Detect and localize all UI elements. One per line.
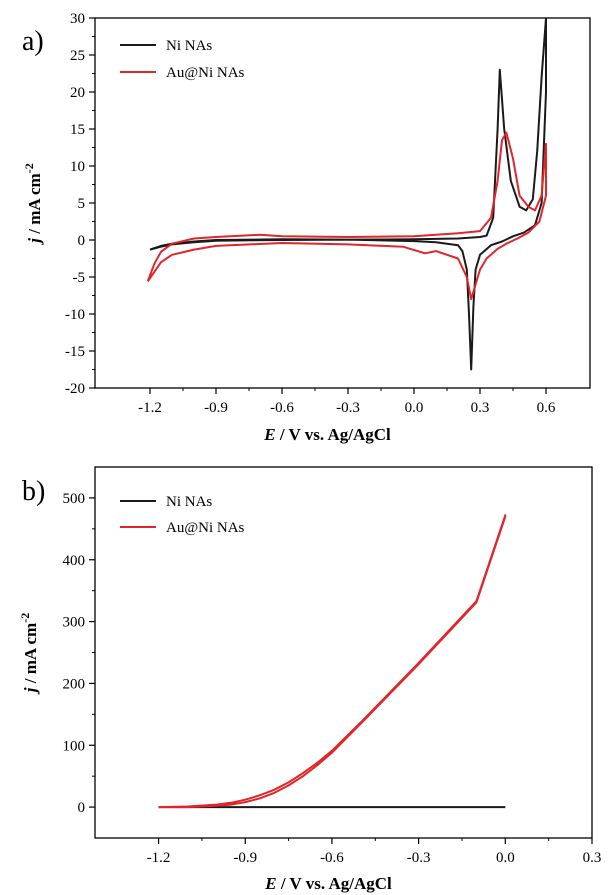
x-tick-label: 0.0 xyxy=(405,400,424,416)
y-tick-label: 0 xyxy=(78,800,86,816)
y-tick-label: 500 xyxy=(63,491,86,507)
x-tick-label: -0.3 xyxy=(407,850,431,866)
panel-label: b) xyxy=(22,476,45,507)
y-tick-label: 25 xyxy=(70,48,85,64)
panel-label: a) xyxy=(22,26,44,57)
y-axis-title-italic: j xyxy=(25,238,44,246)
x-axis-title-italic: E xyxy=(264,874,276,893)
x-tick-label: -1.2 xyxy=(147,850,171,866)
y-tick-label: 300 xyxy=(63,615,86,631)
x-tick-label: -0.9 xyxy=(233,850,257,866)
y-axis-title-superscript: -2 xyxy=(22,163,36,173)
x-tick-label: -0.6 xyxy=(270,400,294,416)
y-tick-label: 200 xyxy=(63,676,86,692)
y-tick-label: -15 xyxy=(65,344,85,360)
y-tick-label: 15 xyxy=(70,122,85,138)
x-tick-label: -0.6 xyxy=(320,850,344,866)
y-tick-label: -5 xyxy=(73,270,86,286)
x-tick-label: 0.6 xyxy=(537,400,556,416)
x-tick-label: 0.3 xyxy=(471,400,490,416)
x-tick-label: -0.3 xyxy=(336,400,360,416)
y-axis-title-rest: / mA cm xyxy=(21,623,40,688)
legend-label: Ni NAs xyxy=(166,494,212,510)
panel-b: -1.2 -0.9 -0.6 -0.3 0.0 0.3 0 100 200 300 400 500 Ni… xyxy=(18,466,602,893)
x-axis-title: E / V vs. Ag/AgCl xyxy=(264,874,392,893)
x-tick-label: -0.9 xyxy=(204,400,228,416)
series-line-au-ni-nas xyxy=(146,131,547,301)
legend-label: Au@Ni NAs xyxy=(166,520,245,536)
x-axis-title-italic: E xyxy=(263,425,275,444)
x-tick-label: 0.3 xyxy=(583,850,602,866)
x-axis-title-rest: / V vs. Ag/AgCl xyxy=(276,425,391,444)
x-axis-title-rest: / V vs. Ag/AgCl xyxy=(277,874,392,893)
legend-label: Ni NAs xyxy=(166,38,212,54)
y-tick-label: 400 xyxy=(63,553,86,569)
y-axis-title: j / mA cm-2 xyxy=(18,613,40,695)
x-axis-title: E / V vs. Ag/AgCl xyxy=(263,425,391,444)
y-tick-label: 30 xyxy=(70,11,85,27)
y-tick-label: -20 xyxy=(65,381,85,397)
y-tick-label: 100 xyxy=(63,738,86,754)
y-tick-label: 5 xyxy=(78,196,86,212)
y-tick-label: 10 xyxy=(70,159,85,175)
y-axis-title: j / mA cm-2 xyxy=(22,163,44,245)
y-axis-title-italic: j xyxy=(21,687,40,695)
y-tick-label: 0 xyxy=(78,233,86,249)
y-axis-title-superscript: -2 xyxy=(18,613,32,623)
x-tick-label: 0.0 xyxy=(496,850,515,866)
y-axis-title-rest: / mA cm xyxy=(25,173,44,238)
y-tick-label: -10 xyxy=(65,307,85,323)
y-tick-label: 20 xyxy=(70,85,85,101)
legend-label: Au@Ni NAs xyxy=(166,65,245,81)
series-line-au-ni-nas xyxy=(158,514,507,809)
series-line-ni-nas xyxy=(149,18,547,371)
x-tick-label: -1.2 xyxy=(138,400,162,416)
panel-a: -1.2 -0.9 -0.6 -0.3 0.0 0.3 0.6 -20 -15 -10 -5 0 5 10… xyxy=(22,11,591,444)
